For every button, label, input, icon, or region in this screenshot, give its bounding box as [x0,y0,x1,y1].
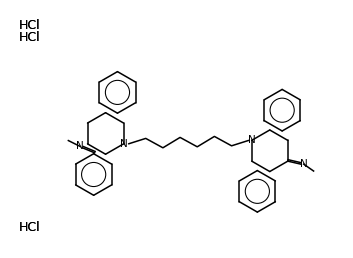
Text: HCl: HCl [19,221,41,234]
Text: HCl: HCl [19,221,41,234]
Text: HCl: HCl [19,31,41,44]
Text: HCl: HCl [19,31,41,44]
Text: N: N [120,139,127,149]
Text: N: N [300,159,307,169]
Text: HCl: HCl [19,19,41,32]
Text: N: N [76,141,84,151]
Text: HCl: HCl [19,19,41,32]
Text: N: N [248,135,256,145]
